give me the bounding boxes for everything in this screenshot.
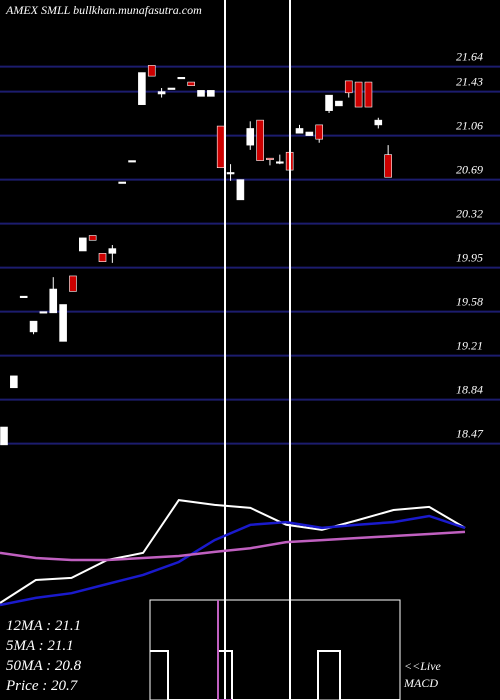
- grid: 21.64 21.43 21.06 20.69 20.32 19.95 19.58 19.21…: [0, 50, 500, 445]
- candle-body: [226, 172, 235, 175]
- candle-body: [275, 161, 284, 164]
- candle-body: [384, 154, 392, 178]
- y-tick-label: 21.06: [456, 119, 483, 133]
- candle-body: [10, 375, 18, 389]
- candle-body: [157, 91, 166, 95]
- candle-body: [354, 81, 363, 108]
- y-tick-label: 19.58: [456, 295, 483, 309]
- candle-body: [118, 181, 126, 184]
- candle-body: [197, 90, 205, 97]
- candle-body: [207, 90, 215, 97]
- ma-label: 5MA : 21.1: [6, 638, 74, 654]
- macd-box: [149, 599, 401, 700]
- candle-body: [39, 311, 48, 314]
- candle-body: [374, 119, 383, 126]
- overlay-line: [0, 530, 466, 562]
- candle-body: [266, 157, 274, 160]
- candle-body: [88, 235, 97, 241]
- candle-body: [147, 65, 156, 77]
- candle-body: [167, 87, 176, 90]
- y-tick-label: 20.32: [456, 207, 483, 221]
- y-tick-label: 20.69: [456, 163, 483, 177]
- y-tick-label: 18.47: [456, 427, 484, 441]
- chart-title: AMEX SMLL bullkhan.munafasutra.com: [5, 3, 202, 17]
- candle-body: [216, 125, 225, 169]
- y-tick-label: 19.21: [456, 339, 483, 353]
- overlay-line: [0, 514, 466, 607]
- candle-body: [187, 81, 195, 86]
- candle-body: [246, 128, 255, 146]
- candle-body: [19, 295, 28, 298]
- candle-body: [236, 179, 245, 201]
- ma-label: Price : 20.7: [5, 678, 79, 694]
- candle-body: [108, 248, 117, 254]
- live-label: <<Live: [404, 659, 442, 673]
- y-tick-label: 21.64: [456, 50, 483, 64]
- candle-body: [69, 275, 77, 292]
- candle-body: [364, 81, 373, 108]
- y-tick-label: 19.95: [456, 251, 483, 265]
- candle-body: [305, 131, 314, 136]
- overlay-panel: [0, 499, 466, 607]
- candle-body: [0, 426, 8, 446]
- ma-label: 12MA : 21.1: [6, 618, 81, 634]
- candles: [0, 65, 392, 446]
- candle-body: [49, 288, 58, 314]
- candle-body: [344, 80, 353, 94]
- candle-body: [325, 94, 333, 111]
- candle-body: [79, 237, 87, 252]
- overlay-line: [0, 499, 466, 604]
- y-tick-label: 18.84: [456, 383, 483, 397]
- candle-body: [128, 160, 136, 163]
- candle-body: [98, 253, 107, 262]
- macd-signal: [217, 600, 232, 700]
- candle-body: [335, 100, 343, 107]
- candle-body: [295, 128, 304, 134]
- candle-body: [315, 124, 324, 140]
- candle-body: [177, 77, 186, 80]
- candle-body: [59, 304, 67, 342]
- ma-label: 50MA : 20.8: [6, 658, 82, 674]
- candle-body: [256, 119, 264, 161]
- y-tick-label: 21.43: [456, 75, 483, 89]
- candle-body: [138, 72, 146, 105]
- macd-label: MACD: [403, 676, 438, 690]
- candle-body: [29, 320, 38, 333]
- macd-line: [150, 650, 400, 700]
